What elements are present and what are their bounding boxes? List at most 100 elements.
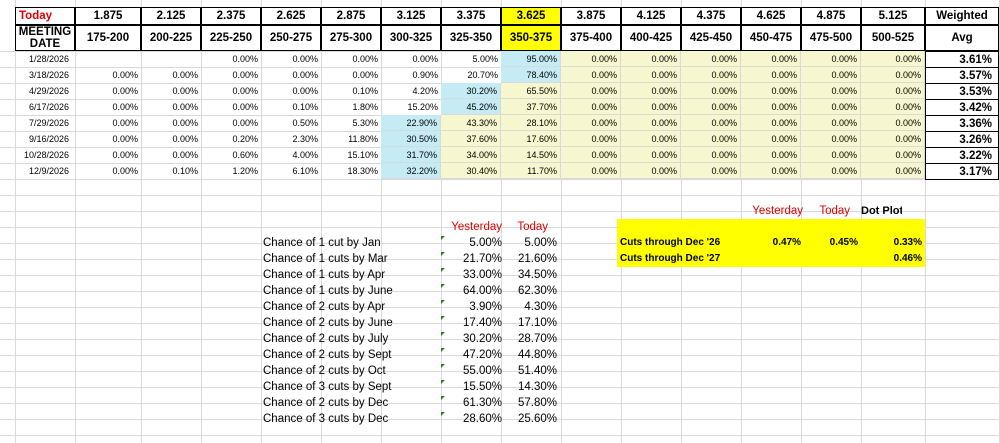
cut-chance-today[interactable]: 21.60% <box>517 253 557 265</box>
probability-cell[interactable]: 0.00% <box>561 147 621 163</box>
cuts-through-label[interactable]: Cuts through Dec '27 <box>620 253 721 264</box>
cut-chance-yesterday[interactable]: 28.60% <box>462 413 502 425</box>
probability-cell[interactable]: 0.00% <box>681 163 741 179</box>
cut-chance-today[interactable]: 25.60% <box>517 413 557 425</box>
probability-cell[interactable]: 0.00% <box>172 70 198 80</box>
probability-cell[interactable]: 0.00% <box>172 86 198 96</box>
probability-cell[interactable]: 0.00% <box>861 99 925 115</box>
probability-cell[interactable]: 0.60% <box>232 150 258 160</box>
probability-cell[interactable]: 31.70% <box>381 147 441 163</box>
probability-cell[interactable]: 1.20% <box>232 166 258 176</box>
cut-chance-today[interactable]: 62.30% <box>517 285 557 297</box>
cut-chance-yesterday[interactable]: 15.50% <box>462 381 502 393</box>
cut-chance-label[interactable]: Chance of 1 cuts by Apr <box>263 269 386 281</box>
probability-cell[interactable]: 0.00% <box>741 67 801 83</box>
probability-cell[interactable]: 0.00% <box>172 134 198 144</box>
probability-cell[interactable]: 2.30% <box>292 134 318 144</box>
probability-cell[interactable]: 0.00% <box>741 131 801 147</box>
meeting-date[interactable]: 10/28/2026 <box>23 150 69 160</box>
probability-cell[interactable] <box>75 51 141 67</box>
cut-chance-label[interactable]: Chance of 2 cuts by July <box>263 333 389 345</box>
cuts-through-today[interactable] <box>801 251 858 267</box>
cuts-through-label[interactable]: Cuts through Dec '26 <box>620 237 721 248</box>
cut-chance-today[interactable]: 17.10% <box>517 317 557 329</box>
probability-cell[interactable]: 0.00% <box>861 131 925 147</box>
probability-cell[interactable]: 0.00% <box>232 86 258 96</box>
meeting-date[interactable]: 1/28/2026 <box>28 54 69 64</box>
cut-chance-yesterday[interactable]: 55.00% <box>462 365 502 377</box>
probability-cell[interactable]: 0.00% <box>801 115 861 131</box>
meeting-date[interactable]: 9/16/2026 <box>28 134 69 144</box>
probability-cell[interactable]: 0.00% <box>412 54 438 64</box>
probability-cell[interactable]: 22.90% <box>381 115 441 131</box>
cut-chance-label[interactable]: Chance of 2 cuts by June <box>263 317 393 329</box>
probability-cell[interactable]: 0.00% <box>681 51 741 67</box>
cut-chance-label[interactable]: Chance of 1 cuts by Mar <box>263 253 388 265</box>
weighted-avg[interactable]: 3.61% <box>925 51 999 68</box>
probability-cell[interactable]: 0.00% <box>232 102 258 112</box>
probability-cell[interactable]: 78.40% <box>501 67 561 83</box>
probability-cell[interactable]: 34.00% <box>441 147 501 163</box>
probability-cell[interactable]: 0.00% <box>621 163 681 179</box>
probability-cell[interactable]: 0.00% <box>232 54 258 64</box>
probability-cell[interactable]: 30.50% <box>381 131 441 147</box>
cut-chance-label[interactable]: Chance of 1 cuts by June <box>263 285 393 297</box>
probability-cell[interactable]: 0.00% <box>801 83 861 99</box>
probability-cell[interactable]: 0.00% <box>681 147 741 163</box>
meeting-date[interactable]: 4/29/2026 <box>28 86 69 96</box>
probability-cell[interactable]: 65.50% <box>501 83 561 99</box>
probability-cell[interactable]: 0.00% <box>741 147 801 163</box>
probability-cell[interactable]: 5.30% <box>352 118 378 128</box>
probability-cell[interactable]: 0.00% <box>352 70 378 80</box>
probability-cell[interactable]: 0.00% <box>621 99 681 115</box>
probability-cell[interactable]: 0.00% <box>292 86 318 96</box>
probability-cell[interactable]: 4.20% <box>412 86 438 96</box>
cuts-through-dotplot[interactable]: 0.33% <box>893 237 922 248</box>
probability-cell[interactable]: 5.00% <box>472 54 498 64</box>
probability-cell[interactable]: 0.00% <box>172 102 198 112</box>
cut-chance-yesterday[interactable]: 64.00% <box>462 285 502 297</box>
probability-cell[interactable]: 0.00% <box>801 67 861 83</box>
probability-cell[interactable]: 30.40% <box>441 163 501 179</box>
probability-cell[interactable]: 0.00% <box>801 163 861 179</box>
cut-chance-today[interactable]: 57.80% <box>517 397 557 409</box>
probability-cell[interactable]: 0.00% <box>861 163 925 179</box>
cuts-through-today[interactable]: 0.45% <box>829 237 858 248</box>
probability-cell[interactable]: 95.00% <box>501 51 561 67</box>
probability-cell[interactable]: 18.30% <box>347 166 378 176</box>
probability-cell[interactable]: 0.00% <box>112 102 138 112</box>
weighted-avg[interactable]: 3.53% <box>925 83 999 100</box>
probability-cell[interactable]: 11.70% <box>501 163 561 179</box>
probability-cell[interactable]: 0.00% <box>741 115 801 131</box>
cut-chance-yesterday[interactable]: 21.70% <box>462 253 502 265</box>
probability-cell[interactable]: 0.00% <box>861 51 925 67</box>
probability-cell[interactable]: 0.00% <box>561 51 621 67</box>
probability-cell[interactable]: 15.20% <box>407 102 438 112</box>
probability-cell[interactable]: 0.00% <box>112 70 138 80</box>
probability-cell[interactable]: 28.10% <box>501 115 561 131</box>
probability-cell[interactable]: 0.00% <box>681 83 741 99</box>
cut-chance-label[interactable]: Chance of 1 cut by Jan <box>263 237 381 249</box>
probability-cell[interactable]: 0.00% <box>112 118 138 128</box>
probability-cell[interactable]: 0.00% <box>741 51 801 67</box>
probability-cell[interactable]: 0.00% <box>741 83 801 99</box>
probability-cell[interactable]: 0.00% <box>861 67 925 83</box>
probability-cell[interactable]: 20.70% <box>467 70 498 80</box>
probability-cell[interactable]: 6.10% <box>292 166 318 176</box>
cut-chance-label[interactable]: Chance of 2 cuts by Oct <box>263 365 386 377</box>
meeting-date[interactable]: 6/17/2026 <box>28 102 69 112</box>
weighted-avg[interactable]: 3.42% <box>925 99 999 116</box>
cut-chance-yesterday[interactable]: 17.40% <box>462 317 502 329</box>
probability-cell[interactable]: 0.00% <box>681 99 741 115</box>
probability-cell[interactable]: 0.90% <box>412 70 438 80</box>
cut-chance-today[interactable]: 44.80% <box>517 349 557 361</box>
weighted-avg[interactable]: 3.36% <box>925 115 999 132</box>
probability-cell[interactable] <box>141 51 201 67</box>
probability-cell[interactable]: 0.00% <box>292 54 318 64</box>
probability-cell[interactable]: 0.00% <box>232 70 258 80</box>
probability-cell[interactable]: 1.80% <box>352 102 378 112</box>
cuts-through-yesterday[interactable]: 0.47% <box>772 237 801 248</box>
weighted-avg[interactable]: 3.26% <box>925 131 999 148</box>
cut-chance-yesterday[interactable]: 5.00% <box>469 237 502 249</box>
